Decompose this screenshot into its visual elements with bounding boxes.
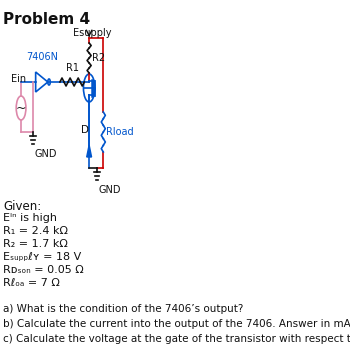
Text: Ein: Ein bbox=[11, 74, 27, 84]
Text: a) What is the condition of the 7406’s output?: a) What is the condition of the 7406’s o… bbox=[3, 304, 244, 314]
Text: Esupply: Esupply bbox=[73, 28, 112, 38]
Text: ~: ~ bbox=[16, 102, 26, 115]
Text: R₂ = 1.7 kΩ: R₂ = 1.7 kΩ bbox=[3, 239, 68, 249]
Text: Rload: Rload bbox=[106, 127, 133, 137]
Text: Eₛᵤₚₚℓʏ = 18 V: Eₛᵤₚₚℓʏ = 18 V bbox=[3, 252, 82, 262]
Text: Rᴅₛₒₙ = 0.05 Ω: Rᴅₛₒₙ = 0.05 Ω bbox=[3, 265, 84, 275]
Text: GND: GND bbox=[34, 149, 57, 159]
Text: R₁ = 2.4 kΩ: R₁ = 2.4 kΩ bbox=[3, 226, 68, 236]
Text: Rℓₒₐ⁤ = 7 Ω: Rℓₒₐ⁤ = 7 Ω bbox=[3, 278, 60, 288]
Text: c) Calculate the voltage at the gate of the transistor with respect to common. A: c) Calculate the voltage at the gate of … bbox=[3, 334, 350, 344]
Polygon shape bbox=[87, 145, 92, 157]
Text: Problem 4: Problem 4 bbox=[3, 12, 90, 27]
Text: Eᴵⁿ is high: Eᴵⁿ is high bbox=[3, 213, 57, 223]
Text: Given:: Given: bbox=[3, 200, 42, 213]
Text: b) Calculate the current into the output of the 7406. Answer in mA.: b) Calculate the current into the output… bbox=[3, 319, 350, 329]
Text: 7406N: 7406N bbox=[26, 52, 58, 62]
Text: R2: R2 bbox=[92, 53, 105, 63]
Text: D: D bbox=[82, 125, 90, 135]
Text: GND: GND bbox=[98, 185, 120, 195]
Text: R1: R1 bbox=[65, 63, 79, 73]
